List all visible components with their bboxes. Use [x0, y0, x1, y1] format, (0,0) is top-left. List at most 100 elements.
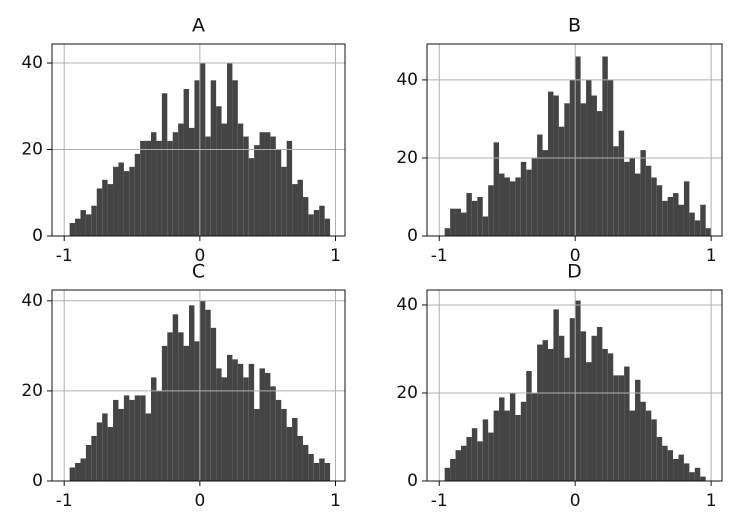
bar: [634, 173, 641, 236]
bar: [471, 428, 478, 481]
bar: [113, 166, 119, 236]
bar: [667, 196, 674, 236]
bar: [324, 462, 331, 481]
x-tick-label: 0: [194, 491, 205, 511]
bar: [91, 205, 97, 236]
bar: [477, 196, 483, 236]
bar: [183, 88, 190, 236]
bar: [178, 123, 184, 236]
bar: [205, 309, 211, 481]
bar: [297, 435, 303, 481]
bar: [324, 218, 331, 236]
bar: [237, 123, 244, 236]
bar: [140, 395, 146, 481]
bar: [531, 157, 538, 236]
bar: [515, 414, 521, 481]
bar: [313, 462, 320, 481]
subplot-title: A: [192, 15, 205, 37]
bar: [504, 410, 510, 481]
bar: [205, 136, 211, 236]
bar: [102, 413, 108, 481]
x-tick-label: 1: [330, 491, 341, 511]
bar: [455, 450, 461, 481]
bar: [651, 177, 657, 236]
bar: [629, 157, 635, 236]
bar: [564, 103, 570, 236]
bar: [286, 140, 293, 236]
x-tick-label: 0: [570, 246, 581, 266]
bar: [645, 165, 652, 236]
bar: [216, 368, 222, 481]
bar: [167, 332, 173, 481]
bar: [308, 214, 314, 236]
bar: [189, 127, 195, 236]
bar: [700, 204, 706, 236]
bar: [656, 185, 663, 236]
bar: [493, 142, 500, 236]
bar: [634, 379, 641, 481]
bar: [172, 314, 179, 481]
bar: [275, 399, 282, 481]
bar: [694, 220, 701, 236]
bar: [221, 123, 227, 236]
bar: [624, 366, 630, 481]
bar: [216, 106, 222, 237]
bar: [292, 184, 298, 236]
bar: [596, 326, 603, 481]
bar: [319, 458, 325, 481]
bar: [488, 185, 494, 236]
bar: [444, 228, 451, 236]
bar: [575, 300, 581, 481]
bar: [281, 408, 287, 481]
bar: [662, 445, 668, 481]
bar: [493, 410, 500, 481]
bar: [275, 149, 282, 236]
bar: [602, 348, 608, 481]
axes-frame: [426, 289, 723, 482]
bar: [547, 348, 554, 481]
bar: [259, 132, 265, 236]
bar: [575, 56, 581, 236]
bar: [107, 426, 114, 481]
x-tick-label: -1: [56, 246, 73, 266]
x-tick-label: 1: [706, 491, 717, 511]
bar: [308, 453, 314, 481]
axes-frame: [426, 43, 723, 237]
bar: [618, 130, 625, 236]
axes-frame: [51, 43, 346, 237]
bar: [526, 370, 532, 481]
bar: [640, 401, 646, 481]
bar: [558, 126, 565, 236]
bar: [613, 146, 619, 236]
bar: [134, 395, 141, 481]
bar: [591, 95, 597, 236]
bar: [297, 179, 303, 236]
bar: [232, 359, 238, 481]
bar: [450, 208, 456, 236]
bar: [123, 395, 130, 481]
bar: [302, 197, 309, 236]
bar: [118, 162, 124, 236]
bar: [586, 362, 592, 481]
bar: [85, 214, 92, 236]
bar: [189, 305, 195, 481]
bar: [466, 436, 472, 481]
bar: [178, 332, 184, 481]
bar: [80, 458, 86, 481]
subplot-title: D: [567, 261, 582, 283]
x-tick-label: 1: [706, 246, 717, 266]
bar: [210, 327, 217, 481]
bar: [96, 188, 103, 236]
bar: [547, 91, 554, 236]
bar: [248, 363, 255, 481]
bar: [645, 410, 652, 481]
bar: [167, 140, 173, 236]
bar: [673, 458, 679, 481]
bar: [596, 111, 603, 236]
bar: [156, 390, 162, 481]
bar: [499, 397, 505, 481]
bar: [102, 179, 108, 236]
